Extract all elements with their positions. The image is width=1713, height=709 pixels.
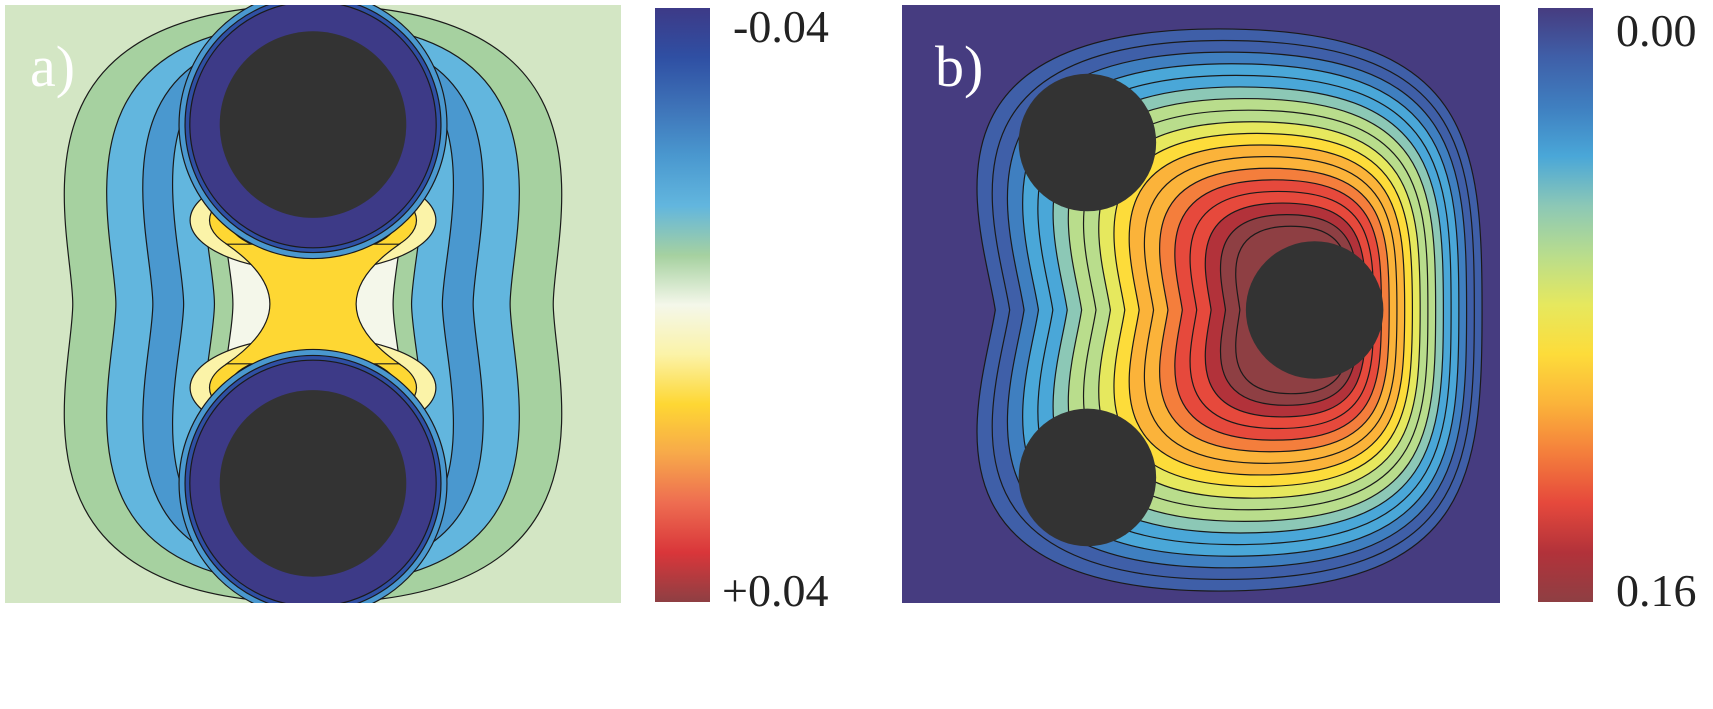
particle-2 bbox=[1245, 241, 1384, 379]
colorbar-b-min-label: 0.00 bbox=[1616, 5, 1697, 56]
particles-b bbox=[1018, 73, 1384, 547]
particle-2 bbox=[219, 390, 407, 577]
panel-label-a: a) bbox=[30, 34, 75, 99]
colorbar-a-max-label: +0.04 bbox=[722, 565, 828, 616]
particle-1 bbox=[219, 31, 407, 218]
panel-b: b) 0.00 0.16 bbox=[902, 5, 1697, 616]
colorbar-a bbox=[655, 8, 710, 602]
contour-plot-b bbox=[902, 5, 1500, 603]
particles-a bbox=[219, 31, 407, 577]
particle-1 bbox=[1018, 73, 1157, 212]
panel-label-b: b) bbox=[935, 34, 983, 99]
colorbar-b-max-label: 0.16 bbox=[1616, 565, 1697, 616]
colorbar-b bbox=[1538, 8, 1593, 602]
colorbar-a-min-label: -0.04 bbox=[733, 1, 829, 52]
panel-a: a) -0.04 +0.04 bbox=[5, 1, 829, 616]
contour-band bbox=[224, 243, 402, 365]
particle-3 bbox=[1018, 408, 1157, 547]
